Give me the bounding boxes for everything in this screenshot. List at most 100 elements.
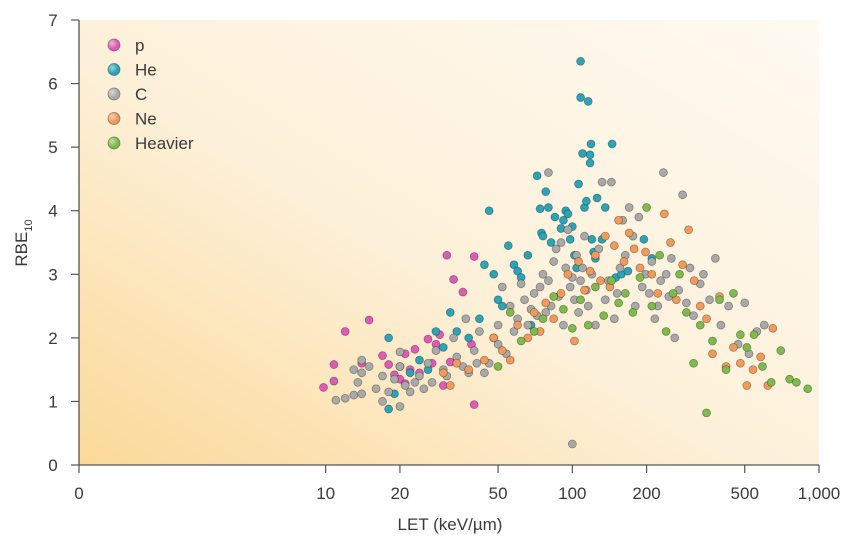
data-point <box>758 362 767 371</box>
legend-marker-highlight <box>108 63 120 76</box>
data-point <box>766 377 776 387</box>
data-point <box>390 374 399 384</box>
data-point <box>647 257 657 266</box>
data-point <box>357 355 367 365</box>
data-point <box>659 209 669 219</box>
data-point <box>590 282 600 292</box>
data-point <box>647 301 657 311</box>
data-point <box>563 269 573 279</box>
data-point <box>538 314 548 324</box>
data-point <box>331 395 341 405</box>
data-point <box>419 384 429 394</box>
data-point <box>415 371 424 381</box>
data-point <box>493 339 503 349</box>
data-point <box>479 368 489 378</box>
data-point <box>740 298 750 308</box>
data-point <box>378 397 387 406</box>
data-point <box>329 376 339 386</box>
data-point <box>329 360 339 369</box>
data-point <box>689 358 698 368</box>
data-point <box>489 333 499 343</box>
data-point <box>458 287 468 297</box>
data-point <box>523 333 533 343</box>
legend-marker-highlight <box>108 39 120 51</box>
data-point <box>635 263 645 273</box>
data-point <box>509 260 519 270</box>
data-point <box>567 439 577 449</box>
data-point <box>681 298 691 308</box>
data-point <box>684 225 693 235</box>
data-point <box>776 346 786 355</box>
data-point <box>551 244 561 254</box>
data-point <box>405 368 415 378</box>
data-point <box>469 400 479 410</box>
legend: p He C Ne Heavier <box>107 36 194 153</box>
data-point <box>661 327 671 336</box>
data-point <box>497 282 507 292</box>
data-point <box>583 301 593 311</box>
data-point <box>449 333 458 343</box>
data-point <box>606 276 616 286</box>
x-tick-label: 0 <box>74 484 83 503</box>
series-heavier <box>493 203 813 418</box>
data-point <box>472 358 482 368</box>
legend-marker-highlight <box>108 137 120 149</box>
data-point <box>606 177 616 187</box>
data-points <box>319 56 813 449</box>
data-point <box>544 203 553 212</box>
data-point <box>461 314 471 324</box>
data-point <box>529 327 539 336</box>
data-point <box>689 276 699 286</box>
x-axis-ticks: 0 10 20 50 100 200 500 1,000 <box>74 465 840 503</box>
data-point <box>629 244 639 254</box>
data-point <box>624 203 634 212</box>
data-point <box>479 355 489 365</box>
data-point <box>452 358 462 368</box>
data-point <box>619 257 629 266</box>
data-point <box>585 158 595 168</box>
data-point <box>529 288 539 298</box>
data-point <box>489 269 499 279</box>
data-point <box>574 179 583 189</box>
data-point <box>395 402 405 411</box>
data-point <box>600 295 610 305</box>
data-point <box>384 333 394 343</box>
data-point <box>607 139 617 149</box>
data-point <box>529 308 539 317</box>
data-point <box>756 352 766 362</box>
data-point <box>516 279 526 289</box>
data-point <box>523 250 533 260</box>
data-point <box>538 231 548 241</box>
y-axis-ticks: 0 1 2 3 4 5 6 7 <box>48 11 79 475</box>
data-point <box>544 276 553 286</box>
data-point <box>505 355 515 365</box>
data-point <box>384 387 394 397</box>
data-point <box>699 269 708 279</box>
data-point <box>586 139 596 149</box>
data-point <box>637 282 647 292</box>
data-point <box>594 244 604 254</box>
data-point <box>556 238 566 247</box>
data-point <box>702 314 711 324</box>
data-point <box>600 203 610 212</box>
data-point <box>583 96 593 106</box>
data-point <box>681 308 691 317</box>
data-point <box>431 327 441 336</box>
data-point <box>678 190 688 200</box>
data-point <box>708 349 717 359</box>
data-point <box>656 276 666 286</box>
data-point <box>596 276 605 286</box>
data-point <box>735 358 745 368</box>
data-point <box>590 250 600 260</box>
data-point <box>670 333 680 343</box>
data-point <box>689 311 698 321</box>
data-point <box>357 368 367 378</box>
data-point <box>469 252 479 261</box>
data-point <box>666 253 676 263</box>
data-point <box>592 193 602 203</box>
data-point <box>599 311 609 321</box>
data-point <box>576 276 585 286</box>
y-axis-title: RBE10 <box>12 219 35 266</box>
data-point <box>340 393 350 403</box>
